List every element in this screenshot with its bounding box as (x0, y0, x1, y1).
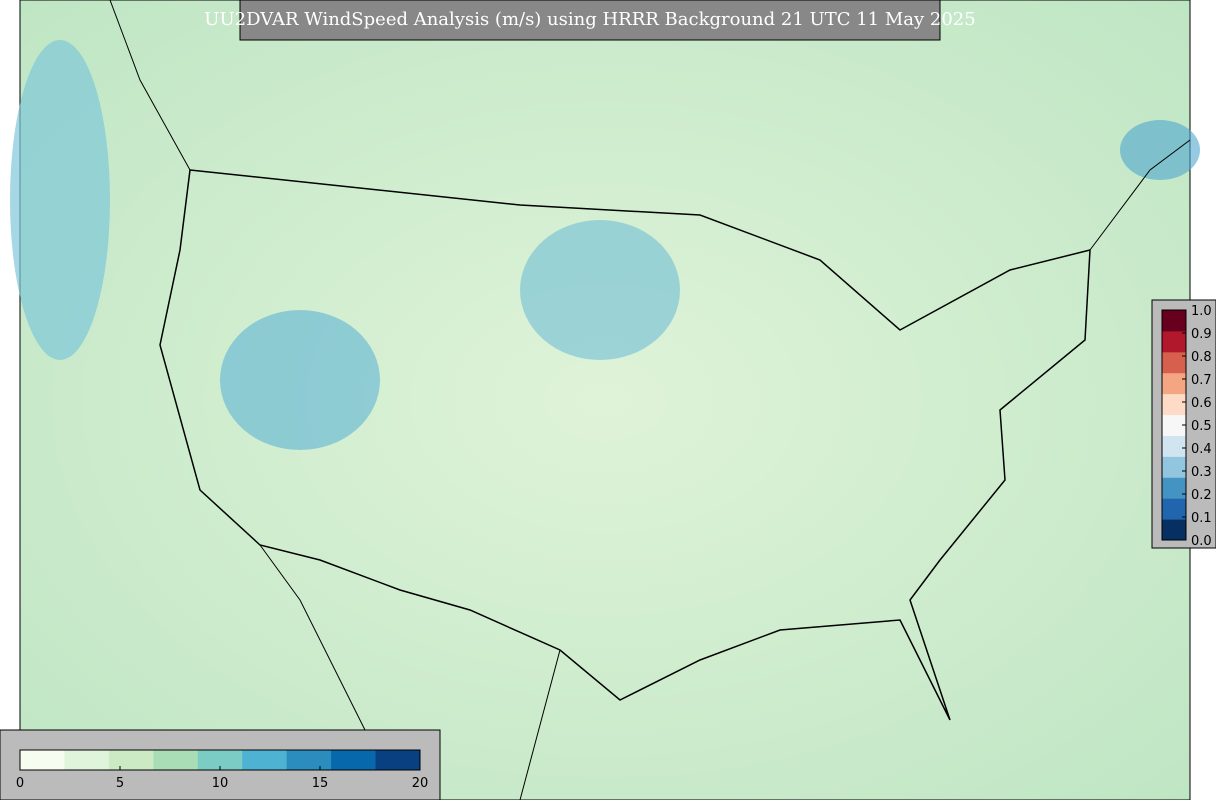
colorbar-segment (1162, 372, 1186, 395)
colorbar-segment (153, 750, 199, 770)
map-frame (19, 0, 1191, 801)
tick-label: 20 (412, 776, 429, 791)
colorbar-segment (20, 750, 65, 770)
colorbar-segment (1162, 351, 1186, 374)
colorbar-segment (375, 750, 421, 770)
colorbar-segment (1162, 477, 1186, 499)
tick-label: 0.5 (1191, 419, 1212, 434)
title-box (239, 0, 941, 41)
wind-patch (10, 40, 110, 360)
colorbar-segment (286, 750, 332, 770)
tick-label: 0.2 (1191, 488, 1212, 503)
colorbar: 0 5 10 15 20 (16, 749, 429, 791)
colorbar-segment (1162, 456, 1186, 478)
wind-patch (1120, 120, 1200, 180)
tick-label: 10 (212, 776, 229, 791)
tick-label: 0.0 (1191, 534, 1212, 549)
tick-label: 0.3 (1191, 465, 1212, 480)
tick-label: 0.9 (1191, 327, 1212, 342)
colorbar-segment (242, 750, 288, 770)
colorbar-segment (1162, 435, 1186, 457)
colorbar-segment (1162, 519, 1186, 541)
tick-label: 0.4 (1191, 442, 1212, 457)
wind-patch (520, 220, 680, 360)
tick-label: 1.0 (1191, 304, 1212, 319)
tick-label: 15 (312, 776, 329, 791)
map-title: UU2DVAR WindSpeed Analysis (m/s) using H… (204, 9, 975, 30)
colorbar-segment (1162, 330, 1186, 353)
colorbar-segment (1162, 310, 1186, 332)
tick-label: 0 (16, 776, 24, 791)
colorbar-segment (197, 750, 243, 770)
colorbar: 0.0 0.1 0.2 0.3 0.4 0.5 0.6 0.7 0.8 0.9 1.0 (1161, 304, 1212, 549)
colorbar-segment (1162, 414, 1186, 436)
wind-patch (220, 310, 380, 450)
colorbar-segment (64, 750, 110, 770)
colorbar-segment (108, 750, 154, 770)
colorbar-segment (1162, 393, 1186, 416)
tick-label: 0.7 (1191, 373, 1212, 388)
tick-label: 5 (116, 776, 124, 791)
colorbar-segment (331, 750, 377, 770)
colorbar-segment (1162, 498, 1186, 520)
tick-label: 0.6 (1191, 396, 1212, 411)
country-outline (159, 169, 1091, 721)
tick-label: 0.1 (1191, 511, 1212, 526)
coastline (109, 0, 1191, 801)
tick-label: 0.8 (1191, 350, 1212, 365)
